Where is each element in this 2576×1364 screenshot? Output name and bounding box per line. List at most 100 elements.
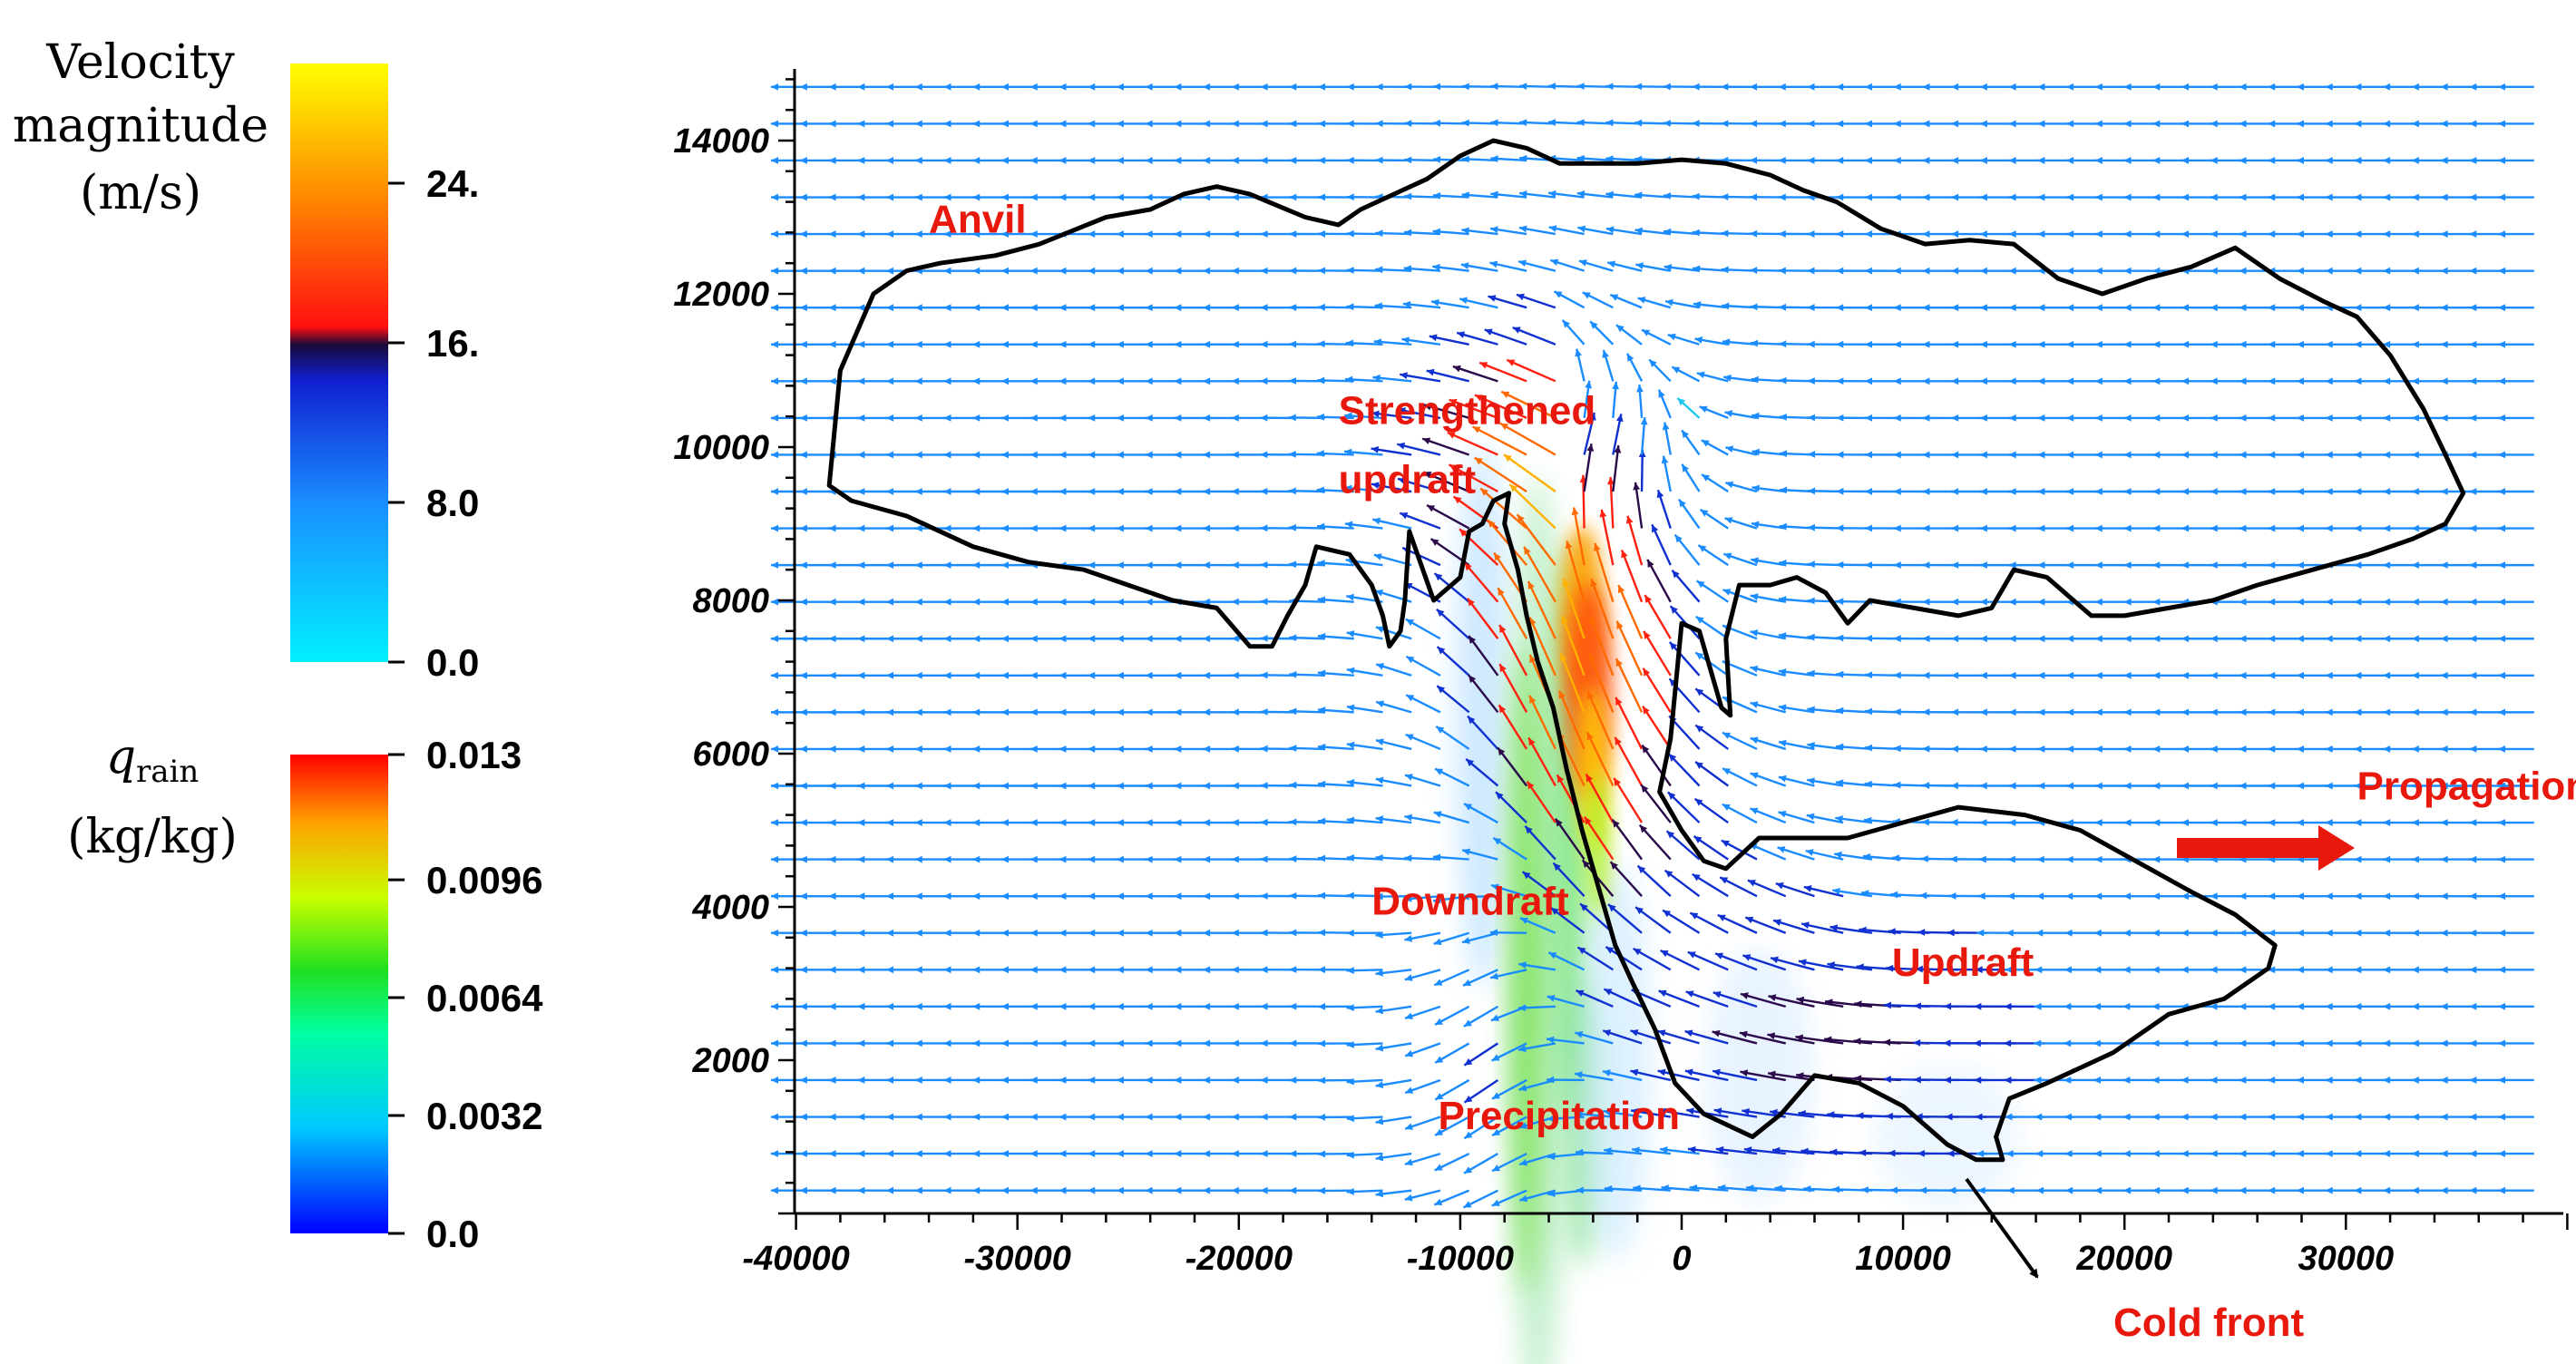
velocity-vector-head [885,708,894,716]
velocity-vector-head [2035,892,2044,901]
velocity-vector-head [2411,120,2419,128]
velocity-vector-head [1000,1039,1009,1047]
velocity-vector-head [885,120,894,128]
velocity-vector [1466,598,1499,639]
velocity-vector-head [1464,562,1472,571]
velocity-vector-head [2008,745,2016,753]
velocity-vector [1712,991,1758,1008]
velocity-vector-head [1000,1077,1009,1084]
velocity-vector-head [1202,929,1211,937]
velocity-vector-head [2497,1150,2506,1158]
velocity-vector-head [1864,524,1873,532]
velocity-vector-head [1317,929,1326,937]
velocity-vector-head [2268,193,2276,201]
velocity-vector-head [2354,524,2362,532]
velocity-vector-head [1434,1018,1443,1025]
velocity-vector-head [1145,488,1153,495]
velocity-vector-head [1771,1146,1781,1155]
velocity-vector-head [2064,1039,2072,1047]
velocity-vector-head [1605,947,1615,954]
velocity-vector-head [1778,810,1787,818]
velocity-vector-head [1749,229,1758,238]
velocity-vector-head [1915,965,1923,973]
velocity-vector-head [1893,561,1901,569]
velocity-vector-head [1803,885,1812,892]
velocity-vector-head [2325,488,2333,495]
annotations: AnvilStrengthenedupdraftDowndraftUpdraft… [929,197,2576,1345]
velocity-vector-head [1864,193,1872,201]
velocity-vector-head [1836,706,1844,715]
velocity-vector-head [1459,297,1468,305]
velocity-vector-head [1463,979,1472,986]
velocity-vector-head [1375,738,1384,745]
velocity-vector [1459,528,1499,567]
velocity-vector [1600,509,1615,566]
velocity-vector-head [1403,265,1412,273]
velocity-vector-head [1375,229,1383,238]
velocity-vector-head [1174,855,1182,863]
velocity-vector [1620,550,1644,603]
velocity-vector-head [1807,120,1815,128]
velocity-vector-head [2440,414,2448,422]
velocity-vector [1397,477,1441,493]
velocity-vector-head [799,598,807,606]
velocity-vector-head [1951,561,1959,570]
velocity-vector-head [2354,340,2362,348]
velocity-vector-head [1474,395,1483,402]
velocity-vector-head [1922,340,1930,348]
velocity-vector-head [1658,989,1667,998]
velocity-vector-head [2152,892,2161,901]
velocity-vector-head [1088,230,1096,239]
velocity-vector-head [1696,371,1705,379]
velocity-vector-head [1059,120,1067,128]
velocity-vector-head [1602,349,1609,358]
velocity-vector-head [2268,377,2276,385]
velocity-vector-head [1951,488,1959,495]
velocity-vector-head [2296,671,2304,679]
velocity-vector-head [1231,414,1239,422]
rain-blob [1874,1064,2020,1210]
velocity-vector [1508,483,1556,530]
velocity-vector-head [1979,377,1987,385]
velocity-vector-head [2123,561,2132,570]
velocity-vector-head [2411,598,2419,606]
velocity-vector-head [2093,1077,2101,1084]
velocity-vector-head [885,929,894,937]
velocity-vector-head [1029,671,1038,679]
velocity-vector-head [1807,777,1815,785]
velocity-vector-head [1672,570,1680,579]
velocity-vector-head [2210,451,2218,459]
velocity-vector-head [2411,671,2419,679]
velocity-vector-head [2094,193,2103,201]
velocity-vector-head [1740,992,1749,999]
velocity-vector-head [1116,745,1124,753]
velocity-vector-head [2268,120,2276,128]
velocity-vector-head [2383,745,2391,753]
velocity-vector-head [2123,193,2132,201]
velocity-vector-head [1346,967,1354,974]
velocity-vector-head [1979,635,1987,643]
velocity-vector-head [1647,559,1654,568]
velocity-vector-head [828,671,836,679]
velocity-vector-head [1346,779,1355,786]
velocity-vector-head [1951,120,1959,128]
velocity-vector-head [2036,855,2044,863]
velocity-vector-head [1751,484,1760,492]
velocity-vector [1422,471,1470,493]
velocity-vector-head [1490,155,1498,162]
velocity-vector-head [1527,580,1535,589]
velocity-vector-head [2239,1113,2247,1121]
velocity-vector-head [1778,193,1786,201]
velocity-vector-head [1529,655,1537,664]
velocity-vector-head [2296,230,2304,239]
velocity-vector-head [1864,744,1873,752]
velocity-vector-head [943,671,951,679]
velocity-vector-head [2325,267,2333,275]
velocity-vector-head [1317,340,1325,348]
velocity-vector-head [1913,1002,1921,1010]
velocity-vector-head [2065,193,2074,201]
velocity-vector-head [2325,708,2333,716]
velocity-vector-head [2296,635,2304,643]
velocity-vector-head [1317,1150,1326,1158]
velocity-vector-head [828,304,836,312]
